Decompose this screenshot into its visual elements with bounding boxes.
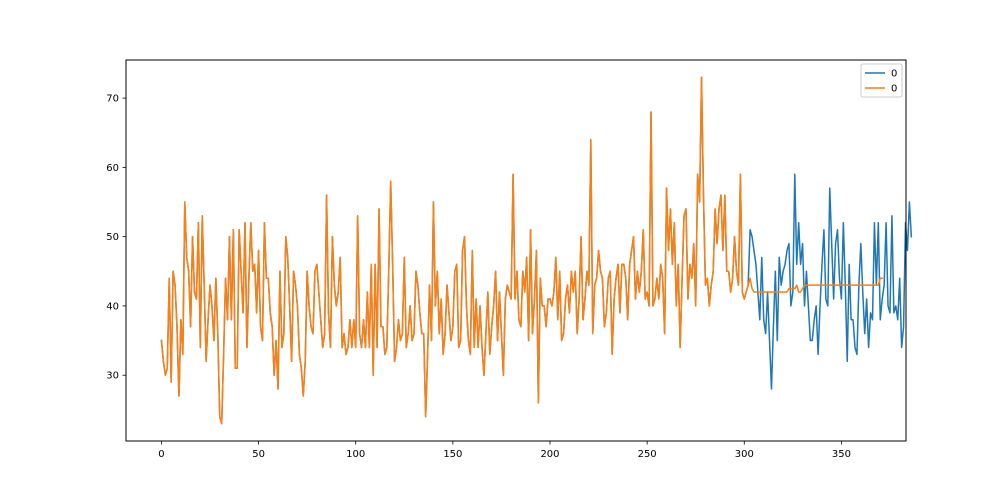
plot-frame	[125, 59, 907, 442]
x-tick-label: 100	[346, 449, 365, 460]
legend: 00	[860, 63, 903, 98]
x-tick-label: 150	[443, 449, 462, 460]
x-axis: 0 50 100 150 200 250 300 350	[158, 441, 851, 460]
y-tick-label: 70	[106, 94, 119, 105]
legend-label-0: 0	[891, 69, 897, 80]
y-tick-label: 30	[106, 371, 119, 382]
series-layer	[160, 76, 913, 425]
y-axis: 30 40 50 60 70	[106, 94, 126, 382]
y-tick-label: 60	[106, 163, 119, 174]
x-tick-label: 350	[832, 449, 851, 460]
series-line-1	[160, 76, 883, 425]
x-tick-label: 200	[540, 449, 559, 460]
legend-label-1: 0	[891, 84, 897, 95]
x-tick-label: 300	[735, 449, 754, 460]
x-tick-label: 50	[252, 449, 265, 460]
y-tick-label: 40	[106, 301, 119, 312]
x-tick-label: 250	[638, 449, 657, 460]
x-tick-label: 0	[158, 449, 164, 460]
y-tick-label: 50	[106, 232, 119, 243]
